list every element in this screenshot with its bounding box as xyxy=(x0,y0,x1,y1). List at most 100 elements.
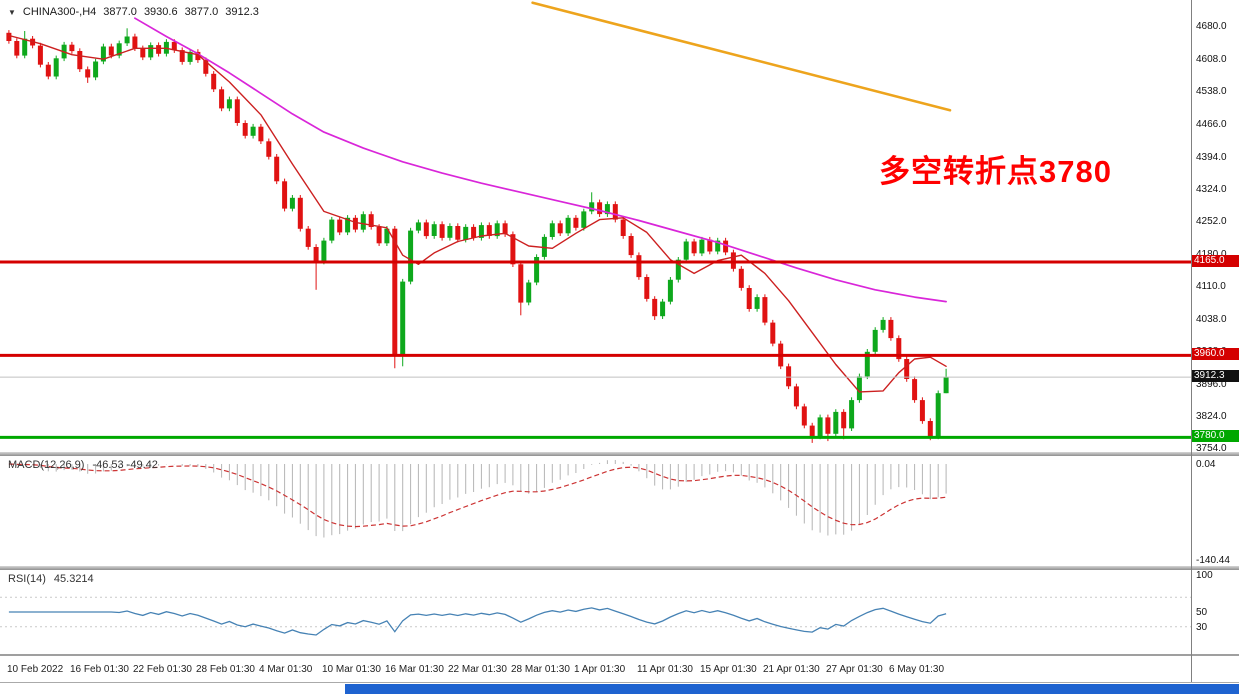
candle-body xyxy=(305,228,311,247)
candle-body xyxy=(447,226,453,238)
rsi-name: RSI(14) xyxy=(8,573,46,585)
candle-body xyxy=(226,99,232,109)
time-axis-label: 28 Mar 01:30 xyxy=(511,664,570,675)
candle-body xyxy=(494,223,500,237)
candle-body xyxy=(770,322,776,344)
price-scale-divider xyxy=(1191,0,1192,682)
time-axis-label: 28 Feb 01:30 xyxy=(196,664,255,675)
candle-body xyxy=(455,226,461,240)
time-axis-label: 10 Feb 2022 xyxy=(7,664,64,675)
candle-body xyxy=(274,156,280,182)
candle-body xyxy=(100,46,106,62)
candle-body xyxy=(675,259,681,280)
ohlc-close: 3912.3 xyxy=(225,6,259,18)
time-axis-label: 15 Apr 01:30 xyxy=(700,664,757,675)
price-level-flag: 3912.3 xyxy=(1192,370,1239,383)
candle-body xyxy=(337,219,343,233)
candle-body xyxy=(156,45,162,54)
window-bottom-bar xyxy=(345,684,1239,694)
price-tick-label: 4538.0 xyxy=(1196,86,1227,98)
candle-body xyxy=(211,73,217,90)
candle-body xyxy=(841,411,847,429)
candle-body xyxy=(715,240,721,252)
candle-body xyxy=(219,89,225,109)
time-axis-label: 1 Apr 01:30 xyxy=(574,664,626,675)
price-tick-label: 4110.0 xyxy=(1196,281,1226,293)
candle-body xyxy=(463,226,469,240)
candle-body xyxy=(171,41,177,51)
candle-body xyxy=(833,411,839,434)
candle-body xyxy=(37,45,43,65)
candle-body xyxy=(85,69,91,78)
price-tick-label: 4180.0 xyxy=(1196,249,1227,260)
candle-body xyxy=(431,224,437,236)
candle-body xyxy=(258,126,264,142)
macd-axis-top-label: 0.04 xyxy=(1196,458,1216,470)
candle-body xyxy=(809,425,815,437)
rsi-indicator-pane[interactable] xyxy=(0,570,1191,654)
candle-body xyxy=(896,338,902,360)
price-tick-label: 4466.0 xyxy=(1196,118,1227,130)
candle-body xyxy=(573,217,579,228)
candle-body xyxy=(289,197,295,209)
candle-body xyxy=(22,38,28,56)
time-axis-label: 11 Apr 01:30 xyxy=(637,664,693,675)
candle-body xyxy=(297,197,303,229)
price-tick-label: 3754.0 xyxy=(1196,443,1227,455)
candle-body xyxy=(203,60,209,74)
window-frame-line xyxy=(0,682,1239,683)
macd-indicator-pane[interactable] xyxy=(0,456,1191,566)
candle-body xyxy=(597,202,603,215)
candle-body xyxy=(321,240,327,262)
time-axis-label: 16 Feb 01:30 xyxy=(70,664,129,675)
price-tick-label: 4038.0 xyxy=(1196,313,1227,325)
pane-resize-handle-rsi[interactable] xyxy=(0,566,1239,570)
candle-body xyxy=(14,41,20,56)
candle-body xyxy=(376,226,382,244)
candle-body xyxy=(148,45,154,58)
candle-body xyxy=(801,406,807,426)
candle-body xyxy=(660,301,666,317)
time-axis-label: 21 Apr 01:30 xyxy=(763,664,820,675)
time-axis-label: 10 Mar 01:30 xyxy=(322,664,381,675)
candle-body xyxy=(53,58,59,77)
price-scale[interactable]: 0.04 -140.44 4680.0 4608.0 4538.0 4466.0 439… xyxy=(1192,0,1239,682)
candle-body xyxy=(478,225,484,238)
candle-body xyxy=(581,211,587,228)
candle-body xyxy=(723,240,729,253)
price-tick-label: 4324.0 xyxy=(1196,183,1227,195)
candle-body xyxy=(904,359,910,379)
time-axis-label: 22 Feb 01:30 xyxy=(133,664,192,675)
price-chart-pane[interactable] xyxy=(0,0,1191,452)
candle-body xyxy=(589,202,595,212)
time-axis-label: 22 Mar 01:30 xyxy=(448,664,507,675)
candle-body xyxy=(132,36,138,49)
price-level-flag: 3780.0 xyxy=(1192,430,1239,443)
candle-body xyxy=(400,281,406,355)
chart-dropdown-icon[interactable]: ▼ xyxy=(8,7,16,17)
price-tick-label: 4680.0 xyxy=(1196,21,1227,33)
rsi-axis-label: 50 xyxy=(1196,607,1208,618)
chart-annotation-text[interactable]: 多空转折点3780 xyxy=(879,154,1112,189)
candle-body xyxy=(234,99,240,123)
candle-body xyxy=(526,282,532,303)
time-axis-label: 27 Apr 01:30 xyxy=(826,664,883,675)
time-axis[interactable]: 10 Feb 2022 16 Feb 01:30 22 Feb 01:30 28 Fe… xyxy=(0,656,1191,682)
candle-body xyxy=(604,204,610,215)
candle-body xyxy=(510,234,516,265)
candle-body xyxy=(471,226,477,238)
candle-body xyxy=(927,421,933,437)
pane-resize-handle-macd[interactable] xyxy=(0,452,1239,456)
candle-body xyxy=(439,224,445,238)
candle-body xyxy=(242,123,248,136)
candle-body xyxy=(888,319,894,339)
candle-body xyxy=(699,239,705,254)
ohlc-open: 3877.0 xyxy=(103,6,137,18)
candle-body xyxy=(872,329,878,352)
candle-body xyxy=(518,264,524,303)
candle-body xyxy=(620,219,626,236)
candle-body xyxy=(746,288,752,309)
candle-body xyxy=(408,230,414,282)
candle-body xyxy=(849,400,855,429)
